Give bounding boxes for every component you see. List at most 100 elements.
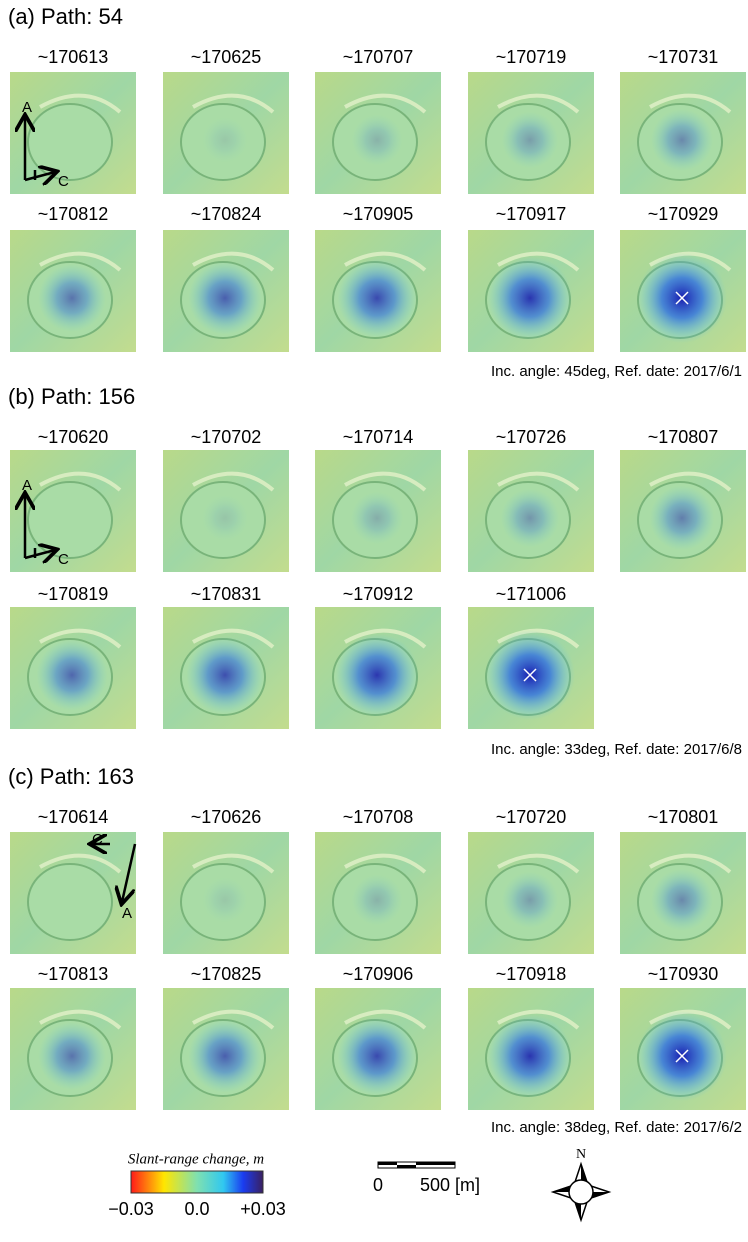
arrow-label: A xyxy=(22,477,32,494)
insar-image xyxy=(10,72,136,194)
scale-bar-seg xyxy=(378,1162,397,1165)
insar-image xyxy=(620,230,746,352)
insar-image xyxy=(315,230,441,352)
colorbar-tick: −0.03 xyxy=(108,1199,154,1219)
deformation xyxy=(351,874,402,925)
insar-image xyxy=(468,832,594,954)
date-label: ~170726 xyxy=(496,427,567,447)
insar-image xyxy=(468,607,594,729)
insar-image xyxy=(163,607,289,729)
caption: Inc. angle: 38deg, Ref. date: 2017/6/2 xyxy=(491,1119,742,1136)
deformation xyxy=(36,639,107,710)
deformation xyxy=(202,495,248,541)
panel-title: (b) Path: 156 xyxy=(8,384,135,409)
deformation xyxy=(651,109,713,171)
compass-label: N xyxy=(576,1147,586,1162)
insar-image xyxy=(163,988,289,1110)
insar-image xyxy=(10,607,136,729)
arrow-label: C xyxy=(58,173,69,190)
deformation xyxy=(651,869,713,931)
insar-image xyxy=(163,832,289,954)
insar-image xyxy=(468,988,594,1110)
compass-center xyxy=(569,1180,593,1204)
date-label: ~170801 xyxy=(648,807,719,827)
insar-image xyxy=(468,72,594,194)
insar-image xyxy=(468,450,594,572)
deformation xyxy=(488,1014,572,1098)
date-label: ~170824 xyxy=(191,204,262,224)
deformation xyxy=(502,872,559,929)
arrow-label: A xyxy=(122,905,132,922)
colorbar-title: Slant-range change, m xyxy=(128,1151,264,1167)
insar-image xyxy=(10,832,136,954)
figure: (a) Path: 54~170613~170625~170707~170719… xyxy=(0,0,748,1242)
deformation xyxy=(202,117,248,163)
insar-image xyxy=(620,450,746,572)
date-label: ~170825 xyxy=(191,964,262,984)
insar-image xyxy=(315,988,441,1110)
insar-image xyxy=(163,72,289,194)
insar-image xyxy=(620,72,746,194)
date-label: ~170819 xyxy=(38,584,109,604)
deformation xyxy=(188,261,261,334)
caption: Inc. angle: 45deg, Ref. date: 2017/6/1 xyxy=(491,363,742,380)
colorbar-tick: 0.0 xyxy=(184,1199,209,1219)
date-label: ~170918 xyxy=(496,964,567,984)
insar-image xyxy=(315,72,441,194)
deformation xyxy=(502,112,559,169)
date-label: ~170614 xyxy=(38,807,109,827)
date-label: ~170613 xyxy=(38,47,109,67)
insar-image xyxy=(468,230,594,352)
arrow-label: A xyxy=(22,99,32,116)
insar-image xyxy=(315,450,441,572)
deformation xyxy=(488,256,572,340)
insar-image xyxy=(620,988,746,1110)
insar-image xyxy=(163,230,289,352)
date-label: ~170807 xyxy=(648,427,719,447)
date-label: ~170719 xyxy=(496,47,567,67)
arrow-label: C xyxy=(92,831,103,848)
date-label: ~170731 xyxy=(648,47,719,67)
deformation xyxy=(501,489,560,548)
deformation xyxy=(202,877,248,923)
date-label: ~170812 xyxy=(38,204,109,224)
deformation xyxy=(335,633,419,717)
date-label: ~170813 xyxy=(38,964,109,984)
insar-image xyxy=(10,450,136,572)
scale-bar-seg xyxy=(397,1165,416,1168)
date-label: ~170906 xyxy=(343,964,414,984)
date-label: ~170720 xyxy=(496,807,567,827)
arrow-label: C xyxy=(58,551,69,568)
date-label: ~170929 xyxy=(648,204,719,224)
scale-tick: 0 xyxy=(373,1175,383,1195)
date-label: ~170626 xyxy=(191,807,262,827)
deformation xyxy=(38,1022,106,1090)
date-label: ~170620 xyxy=(38,427,109,447)
insar-image xyxy=(315,832,441,954)
colorbar xyxy=(131,1171,263,1193)
deformation xyxy=(186,636,264,714)
insar-image xyxy=(315,607,441,729)
date-label: ~170708 xyxy=(343,807,414,827)
date-label: ~170714 xyxy=(343,427,414,447)
panel-title: (c) Path: 163 xyxy=(8,764,134,789)
deformation xyxy=(338,1017,417,1096)
panel-title: (a) Path: 54 xyxy=(8,4,123,29)
deformation xyxy=(188,1019,261,1092)
deformation xyxy=(351,114,402,165)
date-label: ~170930 xyxy=(648,964,719,984)
date-label: ~170912 xyxy=(343,584,414,604)
date-label: ~171006 xyxy=(496,584,567,604)
scale-tick: 500 [m] xyxy=(420,1175,480,1195)
scale-bar-seg xyxy=(416,1162,455,1165)
deformation xyxy=(338,259,417,338)
insar-image xyxy=(163,450,289,572)
deformation xyxy=(650,486,715,551)
date-label: ~170917 xyxy=(496,204,567,224)
date-label: ~170905 xyxy=(343,204,414,224)
insar-image xyxy=(620,832,746,954)
date-label: ~170702 xyxy=(191,427,262,447)
insar-image xyxy=(10,988,136,1110)
date-label: ~170831 xyxy=(191,584,262,604)
date-label: ~170707 xyxy=(343,47,414,67)
